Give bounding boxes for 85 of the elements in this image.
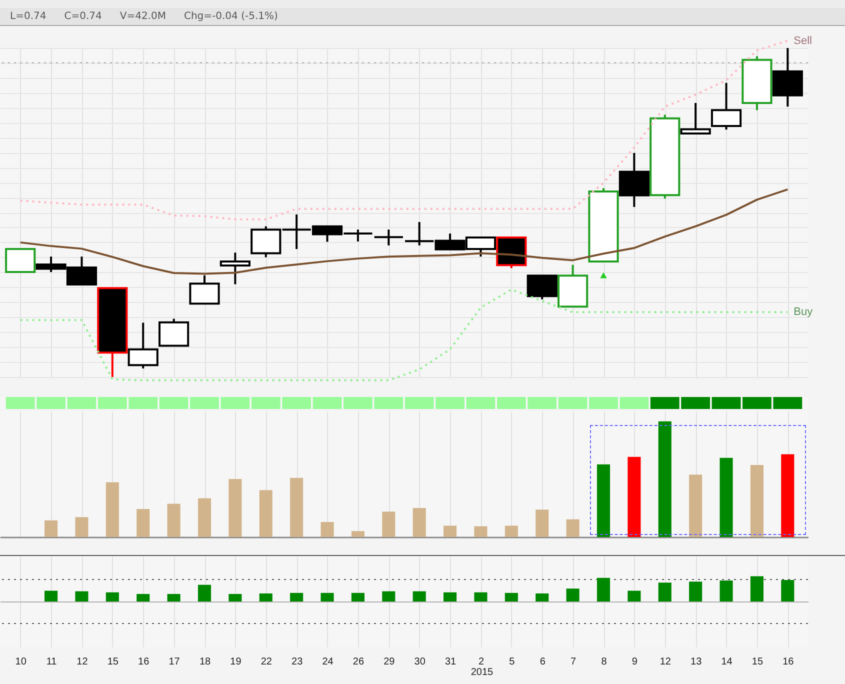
- x-tick-label: 23: [292, 656, 304, 668]
- bar: [167, 594, 180, 602]
- bar: [781, 454, 794, 537]
- x-tick-label: 18: [199, 656, 211, 668]
- x-tick-label: 10: [15, 656, 27, 668]
- bar: [106, 482, 119, 537]
- bar: [167, 504, 180, 537]
- bar: [290, 478, 304, 537]
- x-tick-label: 13: [690, 656, 702, 668]
- x-tick-label: 29: [384, 656, 396, 668]
- bar: [75, 591, 88, 602]
- x-tick-label: 2: [478, 656, 484, 668]
- series-label: Sell: [794, 34, 812, 47]
- bar: [444, 526, 457, 537]
- x-tick-label: 17: [168, 656, 180, 668]
- bar: [750, 464, 764, 537]
- bar: [44, 590, 58, 602]
- bar: [75, 517, 88, 537]
- bar: [596, 578, 610, 602]
- bar: [228, 478, 242, 537]
- bar: [259, 593, 272, 602]
- x-tick-label: 12: [76, 656, 88, 668]
- x-tick-label: 7: [570, 656, 577, 668]
- bar: [474, 592, 488, 602]
- bar: [259, 490, 272, 537]
- bar: [596, 464, 610, 537]
- x-tick-label: 11: [46, 656, 58, 668]
- x-tick-label: 5: [509, 656, 516, 668]
- bar: [412, 591, 426, 602]
- x-tick-label: 14: [721, 656, 733, 668]
- bar: [382, 512, 396, 537]
- x-tick-label: 19: [230, 656, 242, 668]
- x-tick-label: 22: [260, 656, 272, 668]
- bar: [750, 576, 764, 602]
- x-tick-label: 31: [444, 656, 457, 668]
- bar: [228, 594, 242, 602]
- x-tick-label: 16: [138, 656, 150, 668]
- bar: [628, 456, 641, 537]
- bar: [536, 593, 549, 602]
- bar: [382, 591, 396, 602]
- bar: [474, 526, 488, 537]
- text: C=0.74: [64, 11, 102, 22]
- bar: [320, 522, 334, 537]
- bar: [628, 590, 641, 602]
- text: V=42.0M: [120, 11, 166, 22]
- x-tick-label: 8: [601, 656, 608, 668]
- bar: [504, 526, 518, 537]
- x-tick-label: 9: [632, 656, 638, 668]
- bar: [720, 580, 733, 602]
- series-label: Buy: [794, 306, 814, 318]
- bar: [412, 508, 426, 537]
- bar: [720, 458, 733, 537]
- x-tick-label: 6: [540, 656, 546, 668]
- bar: [566, 519, 580, 537]
- x-tick-label: 16: [782, 656, 794, 668]
- candlestick: [373, 228, 404, 246]
- bar: [689, 474, 702, 537]
- bar: [106, 592, 119, 602]
- x-tick-label: 24: [322, 656, 334, 668]
- bar: [351, 592, 364, 602]
- text: Chg=-0.04 (-5.1%): [184, 11, 278, 22]
- bar: [536, 510, 549, 537]
- bar: [444, 592, 457, 602]
- bar: [351, 531, 364, 537]
- bar: [136, 594, 150, 602]
- bar: [658, 421, 672, 537]
- text: 2015: [470, 667, 494, 678]
- x-tick-label: 30: [414, 656, 426, 668]
- x-tick-label: 12: [660, 656, 672, 668]
- bar: [781, 580, 794, 602]
- bar: [320, 592, 334, 602]
- bar: [136, 509, 150, 537]
- text: L=0.74: [10, 11, 46, 22]
- x-tick-label: 15: [107, 656, 119, 668]
- bar: [198, 498, 212, 537]
- bar: [290, 592, 304, 602]
- bar: [44, 520, 58, 537]
- bar: [198, 584, 212, 602]
- bar: [658, 582, 672, 602]
- x-tick-label: 15: [752, 656, 764, 668]
- bar: [504, 592, 518, 602]
- bar: [566, 588, 580, 602]
- candlestick: [220, 252, 250, 286]
- x-tick-label: 26: [352, 656, 364, 668]
- bar: [689, 582, 702, 602]
